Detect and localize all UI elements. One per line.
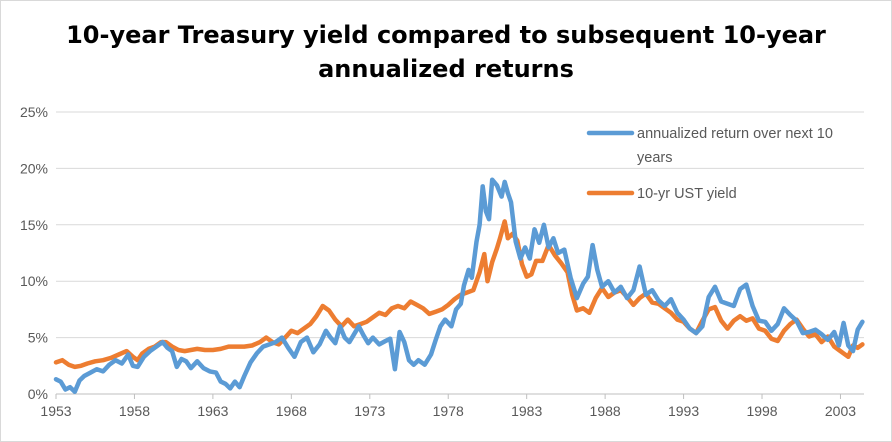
y-tick-label: 10% — [20, 273, 48, 289]
y-tick-label: 15% — [20, 217, 48, 233]
x-tick-label: 1998 — [746, 403, 777, 419]
y-tick-label: 25% — [20, 104, 48, 120]
series-annualized-return-line — [53, 177, 865, 394]
x-tick-label: 1958 — [119, 403, 150, 419]
x-tick-label: 1968 — [276, 403, 307, 419]
gridlines — [56, 111, 864, 339]
x-tick-label: 1988 — [590, 403, 621, 419]
y-axis-tick-labels: 0% 5% 10% 15% 20% 25% — [20, 104, 48, 402]
x-tick-label: 2003 — [825, 403, 856, 419]
legend: annualized return over next 10 years 10-yr… — [586, 126, 833, 202]
series-ust-yield-line — [53, 219, 865, 370]
series-lines — [53, 177, 865, 394]
x-axis: 1953 1958 1963 1968 1973 1978 1983 1988 1993 1998… — [40, 393, 864, 419]
legend-label: annualized return over next 10 — [637, 126, 833, 142]
x-tick-label: 1983 — [511, 403, 542, 419]
chart-title-line-1: 10-year Treasury yield compared to subse… — [66, 21, 826, 49]
chart-title-line-2: annualized returns — [318, 55, 574, 83]
legend-label: years — [637, 150, 672, 166]
x-tick-label: 1978 — [433, 403, 464, 419]
x-tick-label: 1963 — [197, 403, 228, 419]
x-tick-label: 1973 — [354, 403, 385, 419]
y-tick-label: 0% — [28, 386, 48, 402]
legend-label: 10-yr UST yield — [637, 186, 737, 202]
y-tick-label: 5% — [28, 330, 48, 346]
y-tick-label: 20% — [20, 160, 48, 176]
x-tick-label: 1953 — [40, 403, 71, 419]
x-tick-label: 1993 — [668, 403, 699, 419]
chart-title: 10-year Treasury yield compared to subse… — [0, 18, 892, 86]
